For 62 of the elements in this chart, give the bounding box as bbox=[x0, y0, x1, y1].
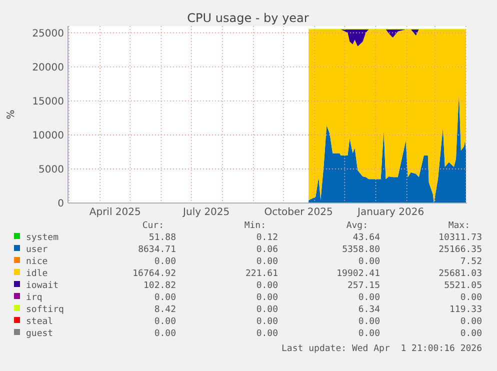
text: 0.00 bbox=[460, 293, 482, 303]
y-tick-label: 15000 bbox=[32, 96, 64, 108]
legend-label: user bbox=[26, 245, 48, 255]
x-tick-label: July 2025 bbox=[182, 207, 230, 218]
text: 0.00 bbox=[154, 257, 176, 267]
text: 51.88 bbox=[148, 233, 176, 243]
legend-label: idle bbox=[26, 269, 48, 279]
text: Min: bbox=[244, 221, 266, 231]
text: Last update: Wed Apr 1 21:00:16 2026 bbox=[282, 344, 482, 354]
text: 25166.35 bbox=[438, 245, 482, 255]
y-tick-label: 5000 bbox=[38, 164, 64, 176]
text: 0.00 bbox=[358, 317, 380, 327]
text: 0.00 bbox=[154, 317, 176, 327]
legend-label: iowait bbox=[26, 281, 59, 291]
text: 0.12 bbox=[256, 233, 278, 243]
y-axis-title: % bbox=[6, 110, 17, 120]
text: 8.42 bbox=[154, 305, 176, 315]
text: 16764.92 bbox=[132, 269, 176, 279]
text: 0.00 bbox=[256, 317, 278, 327]
text: 0.00 bbox=[358, 329, 380, 339]
text: 0.00 bbox=[154, 329, 176, 339]
x-tick-label: October 2025 bbox=[264, 207, 333, 218]
text: 6.34 bbox=[358, 305, 380, 315]
text: 0.00 bbox=[256, 281, 278, 291]
legend-label: system bbox=[26, 233, 59, 243]
text: 0.00 bbox=[256, 293, 278, 303]
chart-title: CPU usage - by year bbox=[187, 11, 309, 25]
text: Max: bbox=[448, 221, 470, 231]
text: Cur: bbox=[142, 221, 164, 231]
x-tick-label: January 2026 bbox=[356, 207, 424, 218]
text: 0.00 bbox=[460, 329, 482, 339]
text: 221.61 bbox=[245, 269, 278, 279]
legend-label: softirq bbox=[26, 305, 64, 315]
text: 19902.41 bbox=[336, 269, 380, 279]
text: 7.52 bbox=[460, 257, 482, 267]
text: 0.00 bbox=[460, 317, 482, 327]
text: 25681.03 bbox=[438, 269, 482, 279]
text: 8634.71 bbox=[138, 245, 176, 255]
text: 0.00 bbox=[358, 293, 380, 303]
text: 102.82 bbox=[143, 281, 176, 291]
legend-label: nice bbox=[26, 257, 48, 267]
text: 0.00 bbox=[358, 257, 380, 267]
text: 0.00 bbox=[154, 293, 176, 303]
text: 10311.73 bbox=[438, 233, 482, 243]
text: 5358.80 bbox=[342, 245, 380, 255]
text: 119.33 bbox=[449, 305, 482, 315]
text: 0.00 bbox=[256, 329, 278, 339]
y-tick-label: 25000 bbox=[32, 28, 64, 40]
text: 5521.05 bbox=[444, 281, 482, 291]
y-tick-label: 10000 bbox=[32, 130, 64, 142]
text: 43.64 bbox=[352, 233, 380, 243]
text: 0.00 bbox=[256, 257, 278, 267]
y-tick-label: 20000 bbox=[32, 62, 64, 74]
legend-label: steal bbox=[26, 317, 54, 327]
legend-label: guest bbox=[26, 329, 54, 339]
legend-label: irq bbox=[26, 293, 42, 303]
x-tick-label: April 2025 bbox=[89, 207, 141, 218]
text: 257.15 bbox=[347, 281, 380, 291]
y-tick-label: 0 bbox=[58, 198, 64, 210]
text: Avg: bbox=[346, 221, 368, 231]
text: 0.06 bbox=[256, 245, 278, 255]
text: 0.00 bbox=[256, 305, 278, 315]
